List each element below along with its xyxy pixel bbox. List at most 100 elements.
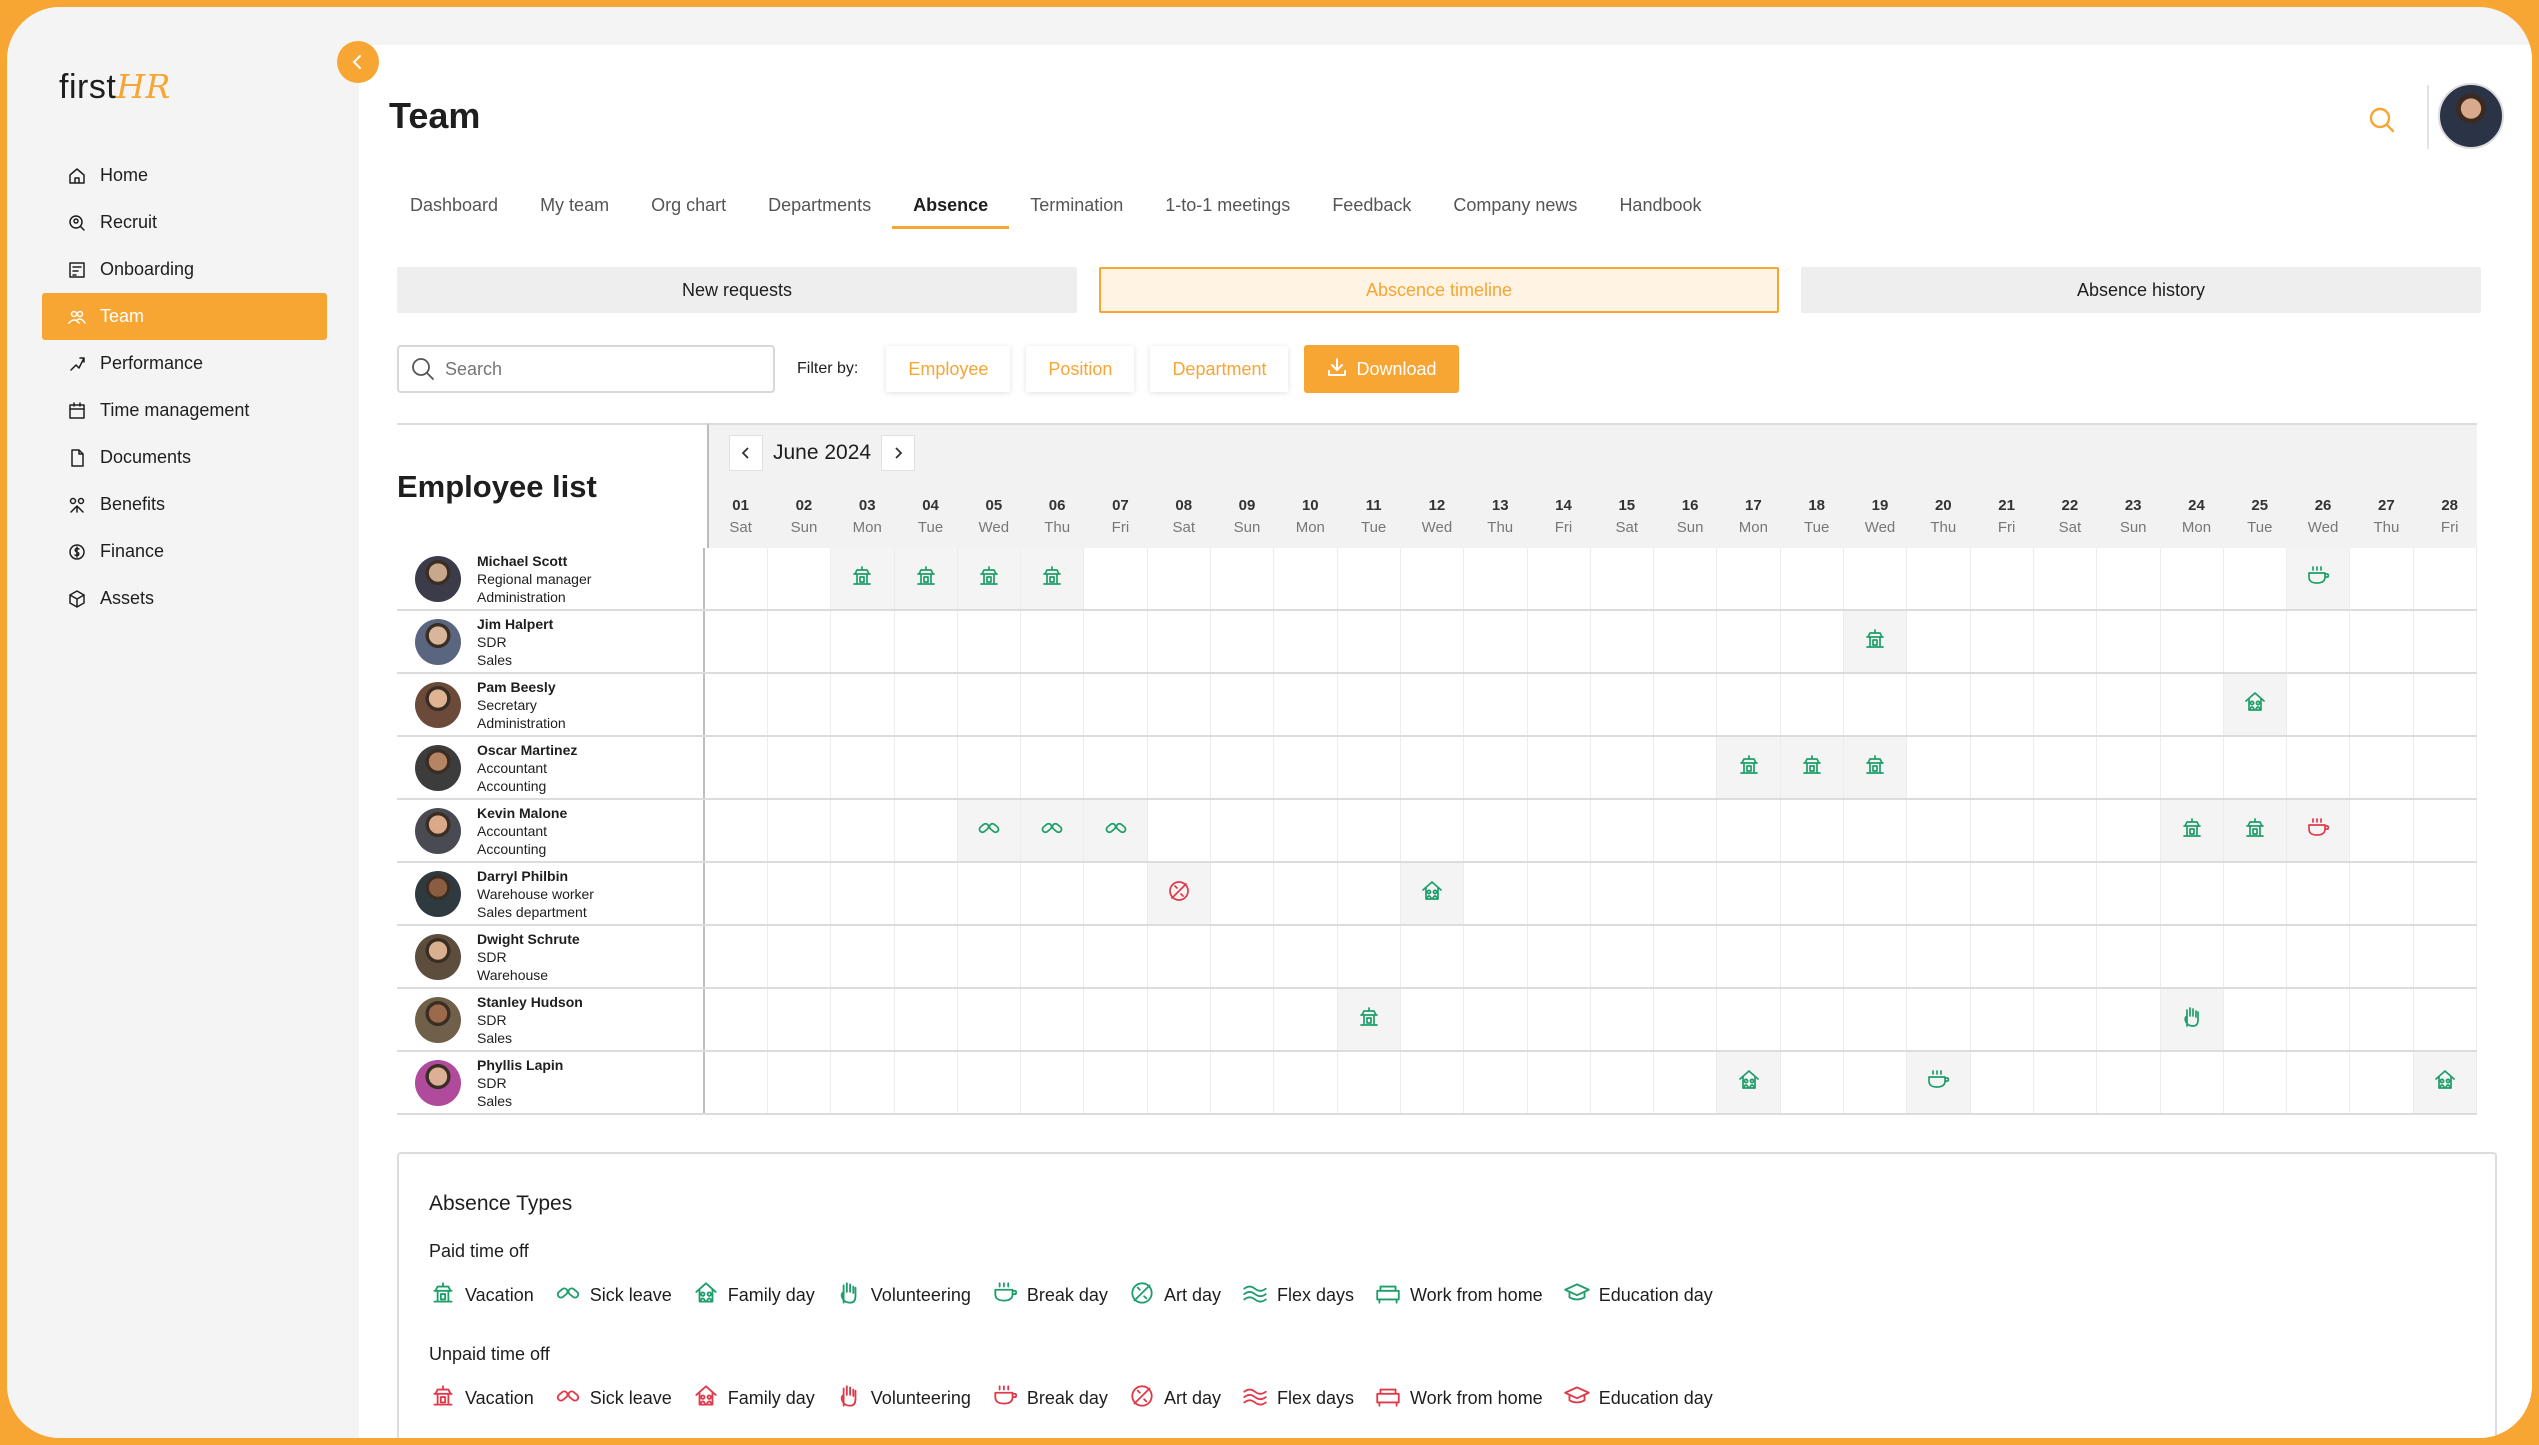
absence-cell[interactable]	[894, 548, 958, 609]
day-cell[interactable]	[1591, 863, 1655, 924]
day-cell[interactable]	[1781, 989, 1845, 1050]
day-cell[interactable]	[1971, 611, 2034, 672]
day-cell[interactable]	[2161, 1052, 2224, 1113]
day-cell[interactable]	[1021, 989, 1085, 1050]
absence-cell[interactable]	[2287, 800, 2351, 861]
day-cell[interactable]	[705, 674, 768, 735]
day-cell[interactable]	[768, 989, 832, 1050]
subtab-new-requests[interactable]: New requests	[397, 267, 1077, 313]
day-cell[interactable]	[1717, 989, 1781, 1050]
absence-cell[interactable]	[2160, 989, 2224, 1050]
employee-cell[interactable]: Pam Beesly Secretary Administration	[397, 674, 705, 735]
day-cell[interactable]	[1211, 800, 1275, 861]
day-cell[interactable]	[1464, 863, 1528, 924]
day-cell[interactable]	[1021, 611, 1085, 672]
day-cell[interactable]	[1654, 674, 1718, 735]
day-cell[interactable]	[1528, 674, 1591, 735]
day-cell[interactable]	[831, 674, 895, 735]
absence-cell[interactable]	[1780, 737, 1845, 798]
day-cell[interactable]	[895, 1052, 958, 1113]
day-cell[interactable]	[2034, 863, 2098, 924]
day-cell[interactable]	[2161, 737, 2224, 798]
day-cell[interactable]	[768, 674, 832, 735]
day-cell[interactable]	[1464, 926, 1528, 987]
day-cell[interactable]	[1591, 674, 1655, 735]
day-cell[interactable]	[1211, 548, 1275, 609]
day-cell[interactable]	[2034, 989, 2098, 1050]
day-cell[interactable]	[1717, 674, 1781, 735]
day-cell[interactable]	[1781, 611, 1845, 672]
day-cell[interactable]	[1211, 1052, 1275, 1113]
day-cell[interactable]	[2224, 863, 2288, 924]
day-cell[interactable]	[1971, 548, 2034, 609]
sidebar-item-recruit[interactable]: Recruit	[42, 199, 327, 246]
day-cell[interactable]	[831, 800, 895, 861]
day-cell[interactable]	[2414, 674, 2477, 735]
sidebar-item-benefits[interactable]: Benefits	[42, 481, 327, 528]
day-cell[interactable]	[1021, 863, 1085, 924]
day-cell[interactable]	[1084, 674, 1148, 735]
day-cell[interactable]	[1274, 548, 1338, 609]
day-cell[interactable]	[1338, 611, 1401, 672]
day-cell[interactable]	[2097, 863, 2161, 924]
day-cell[interactable]	[2287, 1052, 2351, 1113]
day-cell[interactable]	[2097, 1052, 2161, 1113]
day-cell[interactable]	[705, 1052, 768, 1113]
day-cell[interactable]	[895, 674, 958, 735]
day-cell[interactable]	[2161, 674, 2224, 735]
absence-cell[interactable]	[1717, 737, 1781, 798]
day-cell[interactable]	[2034, 1052, 2098, 1113]
day-cell[interactable]	[1338, 737, 1401, 798]
day-cell[interactable]	[1844, 674, 1908, 735]
day-cell[interactable]	[2287, 737, 2351, 798]
subtab-absence-history[interactable]: Absence history	[1801, 267, 2481, 313]
day-cell[interactable]	[1528, 548, 1591, 609]
day-cell[interactable]	[2287, 611, 2351, 672]
day-cell[interactable]	[831, 611, 895, 672]
day-cell[interactable]	[1781, 926, 1845, 987]
absence-cell[interactable]	[1337, 989, 1401, 1050]
day-cell[interactable]	[1654, 863, 1718, 924]
day-cell[interactable]	[1401, 611, 1465, 672]
day-cell[interactable]	[1844, 548, 1908, 609]
search-input[interactable]	[445, 358, 745, 380]
day-cell[interactable]	[2224, 737, 2288, 798]
day-cell[interactable]	[1591, 800, 1655, 861]
day-cell[interactable]	[1274, 1052, 1338, 1113]
day-cell[interactable]	[1274, 737, 1338, 798]
day-cell[interactable]	[1971, 737, 2034, 798]
day-cell[interactable]	[1844, 863, 1908, 924]
day-cell[interactable]	[1401, 800, 1465, 861]
day-cell[interactable]	[958, 1052, 1022, 1113]
tab-absence[interactable]: Absence	[892, 185, 1010, 229]
day-cell[interactable]	[1464, 548, 1528, 609]
day-cell[interactable]	[1084, 548, 1148, 609]
tab-feedback[interactable]: Feedback	[1332, 195, 1412, 215]
day-cell[interactable]	[1464, 800, 1528, 861]
day-cell[interactable]	[768, 737, 832, 798]
day-cell[interactable]	[2287, 989, 2351, 1050]
sidebar-item-onboarding[interactable]: Onboarding	[42, 246, 327, 293]
day-cell[interactable]	[1464, 611, 1528, 672]
absence-cell[interactable]	[2413, 1052, 2477, 1113]
day-cell[interactable]	[2287, 674, 2351, 735]
day-cell[interactable]	[1084, 926, 1148, 987]
day-cell[interactable]	[2097, 737, 2161, 798]
download-button[interactable]: Download	[1304, 345, 1459, 393]
day-cell[interactable]	[1274, 674, 1338, 735]
day-cell[interactable]	[1971, 989, 2034, 1050]
day-cell[interactable]	[1971, 674, 2034, 735]
absence-cell[interactable]	[1907, 1052, 1971, 1113]
day-cell[interactable]	[2287, 863, 2351, 924]
day-cell[interactable]	[1654, 611, 1718, 672]
day-cell[interactable]	[1464, 674, 1528, 735]
tab-termination[interactable]: Termination	[1030, 195, 1124, 215]
day-cell[interactable]	[705, 800, 768, 861]
day-cell[interactable]	[1211, 926, 1275, 987]
day-cell[interactable]	[1464, 737, 1528, 798]
day-cell[interactable]	[1781, 1052, 1845, 1113]
absence-cell[interactable]	[2287, 548, 2351, 609]
day-cell[interactable]	[1907, 548, 1971, 609]
day-cell[interactable]	[768, 548, 832, 609]
employee-cell[interactable]: Dwight Schrute SDR Warehouse	[397, 926, 705, 987]
